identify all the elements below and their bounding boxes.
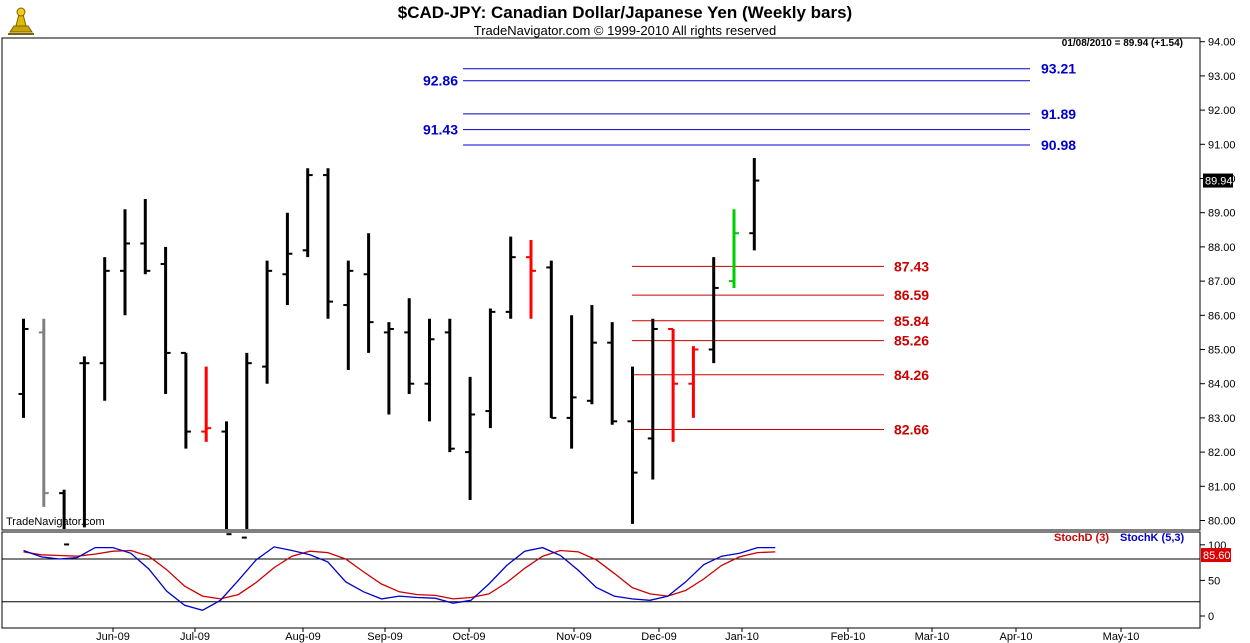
stoch-k-legend: StochK (5,3) xyxy=(1120,532,1185,544)
resistance-label: 91.89 xyxy=(1041,106,1076,122)
ohlc-bar xyxy=(505,236,516,319)
ohlc-bar xyxy=(221,421,232,536)
trade-navigator-logo-icon xyxy=(4,4,38,36)
ohlc-bar xyxy=(729,209,739,288)
ohlc-bar xyxy=(180,351,191,449)
ohlc-bar xyxy=(546,260,557,419)
ohlc-bar xyxy=(160,246,171,394)
time-tick-label: Oct-09 xyxy=(452,631,485,643)
ohlc-bar xyxy=(99,257,110,401)
ohlc-bars xyxy=(18,157,760,546)
ohlc-bar xyxy=(323,168,333,319)
ohlc-bar xyxy=(262,260,273,384)
resistance-label: 92.86 xyxy=(423,73,458,89)
resistance-label: 91.43 xyxy=(423,122,458,138)
stoch-tick-label: 50 xyxy=(1208,575,1220,587)
ohlc-bar xyxy=(282,212,293,306)
support-label: 87.43 xyxy=(894,258,929,274)
time-tick-label: Jun-09 xyxy=(96,631,130,643)
time-tick-label: Mar-10 xyxy=(915,631,950,643)
ohlc-bar xyxy=(627,366,638,524)
ohlc-bar xyxy=(708,257,719,364)
resistance-label: 93.21 xyxy=(1041,61,1076,77)
stoch-panel-border xyxy=(1,531,1201,629)
chart-title: $CAD-JPY: Canadian Dollar/Japanese Yen (… xyxy=(397,3,853,22)
support-label: 85.26 xyxy=(894,333,929,349)
price-tag-box xyxy=(1203,173,1233,188)
price-tick-label: 91.00 xyxy=(1208,139,1236,151)
ohlc-bar xyxy=(526,240,536,319)
level-lines: 93.21 92.86 91.89 91.43 90.98 87.43 86.59 85.84… xyxy=(423,61,1076,438)
watermark: TradeNavigator.com xyxy=(6,516,105,528)
ohlc-bar xyxy=(749,157,760,251)
support-label: 85.84 xyxy=(894,313,929,329)
ohlc-bar xyxy=(38,318,49,507)
ohlc-bar xyxy=(404,298,415,394)
support-label: 86.59 xyxy=(894,287,929,303)
price-tick-label: 82.00 xyxy=(1208,447,1236,459)
time-tick-label: Jan-10 xyxy=(725,631,759,643)
price-tick-label: 80.00 xyxy=(1208,516,1236,528)
ohlc-bar xyxy=(79,356,90,528)
price-tick-label: 93.00 xyxy=(1208,71,1236,83)
ohlc-bar xyxy=(688,346,699,418)
ohlc-bar xyxy=(302,168,313,258)
ohlc-bar xyxy=(586,305,597,405)
price-tick-label: 83.00 xyxy=(1208,413,1236,425)
resistance-label: 90.98 xyxy=(1041,137,1076,153)
price-tick-label: 92.00 xyxy=(1208,105,1236,117)
ohlc-bar xyxy=(59,489,70,546)
ohlc-bar xyxy=(241,352,252,539)
price-tick-label: 84.00 xyxy=(1208,379,1236,391)
price-tick-label: 88.00 xyxy=(1208,242,1236,254)
price-tick-label: 89.00 xyxy=(1208,208,1236,220)
ohlc-bar xyxy=(444,318,455,453)
ohlc-bar xyxy=(363,233,374,353)
ohlc-bar xyxy=(465,376,476,500)
stoch-d-legend: StochD (3) xyxy=(1054,532,1109,544)
stoch-tick-label: 0 xyxy=(1208,611,1214,623)
time-tick-label: Nov-09 xyxy=(556,631,591,643)
ohlc-bar xyxy=(647,318,658,480)
price-tick-label: 81.00 xyxy=(1208,481,1236,493)
time-tick-label: Dec-09 xyxy=(641,631,676,643)
price-tick-label: 86.00 xyxy=(1208,310,1236,322)
time-tick-label: Aug-09 xyxy=(285,631,320,643)
ohlc-bar xyxy=(424,318,435,422)
ohlc-bar xyxy=(485,308,496,429)
ohlc-bar xyxy=(140,199,151,275)
time-tick-label: May-10 xyxy=(1103,631,1140,643)
stoch-series-line xyxy=(23,549,776,600)
chart-frame xyxy=(1,37,1201,629)
ohlc-bar xyxy=(668,327,679,442)
support-label: 82.66 xyxy=(894,422,929,438)
ohlc-bar xyxy=(383,322,394,415)
ohlc-bar xyxy=(343,260,354,371)
price-tag-label: 89.94 xyxy=(1205,176,1233,188)
last-quote-readout: 01/08/2010 = 89.94 (+1.54) xyxy=(1061,38,1183,49)
price-panel-border xyxy=(1,37,1201,531)
time-axis: Jun-09 Jul-09 Aug-09 Sep-09 Oct-09 Nov-09 Dec-… xyxy=(96,628,1139,643)
price-tick-label: 94.00 xyxy=(1208,37,1236,49)
stoch-tag-box xyxy=(1201,548,1231,563)
ohlc-bar xyxy=(566,315,577,449)
ohlc-bar xyxy=(607,322,618,425)
chart-copyright: TradeNavigator.com © 1999-2010 All right… xyxy=(473,23,777,38)
time-tick-label: Sep-09 xyxy=(367,631,402,643)
time-tick-label: Feb-10 xyxy=(831,631,866,643)
stoch-series-line xyxy=(23,546,776,611)
price-axis: 80.00 81.00 82.00 83.00 84.00 85.00 86.00 87.00… xyxy=(1200,37,1236,528)
time-tick-label: Jul-09 xyxy=(180,631,210,643)
support-label: 84.26 xyxy=(894,367,929,383)
ohlc-bar xyxy=(120,209,130,316)
price-tick-label: 85.00 xyxy=(1208,345,1236,357)
ohlc-bar xyxy=(18,318,29,418)
stoch-tag-label: 85.60 xyxy=(1203,550,1231,562)
time-tick-label: Apr-10 xyxy=(999,631,1032,643)
stochastic-panel xyxy=(2,546,1200,611)
ohlc-bar xyxy=(201,366,212,442)
price-tick-label: 87.00 xyxy=(1208,276,1236,288)
